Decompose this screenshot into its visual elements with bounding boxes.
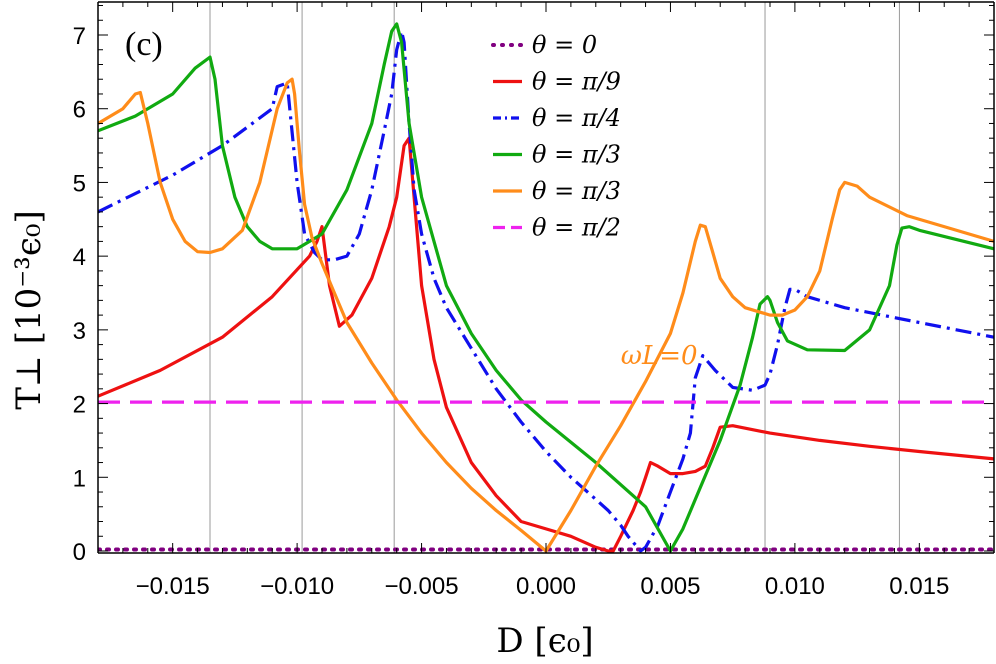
x-axis-title: D [ϵ₀] (496, 621, 593, 661)
series-line-4 (98, 77, 995, 553)
x-tick-label: 0.000 (516, 573, 576, 600)
x-tick-label: 0.015 (889, 573, 949, 600)
legend-label-2: θ = π/4 (532, 104, 621, 132)
legend-label-1: θ = π/9 (532, 68, 621, 96)
y-tick-label: 3 (73, 318, 86, 345)
x-tick-label: −0.010 (260, 573, 334, 600)
legend: θ = 0 θ = π/9 θ = π/4 θ = π/3 θ = π/3 θ = π/2 (491, 31, 621, 242)
y-tick-label: 2 (73, 392, 86, 419)
series-line-2 (98, 29, 995, 553)
y-tick-label: 6 (73, 97, 86, 124)
x-tick-label: 0.010 (765, 573, 825, 600)
legend-label-4: θ = π/3 (532, 177, 621, 205)
x-tick-label: −0.005 (385, 573, 459, 600)
x-tick-label: −0.015 (136, 573, 210, 600)
y-tick-label: 1 (73, 465, 86, 492)
y-tick-label: 4 (73, 244, 86, 271)
legend-label-0: θ = 0 (532, 31, 597, 59)
y-tick-label: 7 (73, 23, 86, 50)
x-tick-label: 0.005 (640, 573, 700, 600)
omega-annotation: ωL=0 (621, 341, 698, 371)
y-tick-label: 0 (73, 539, 86, 566)
y-axis-title: T⊥ [10⁻³ϵ₀] (9, 210, 49, 410)
series-layer (98, 22, 996, 553)
legend-label-3: θ = π/3 (532, 141, 621, 169)
grid-lines (209, 2, 900, 553)
legend-label-5: θ = π/2 (532, 214, 621, 242)
y-tick-label: 5 (73, 170, 86, 197)
axes (97, 1, 995, 554)
series-line-1 (98, 136, 995, 553)
tick-labels: −0.015 −0.010 −0.005 0.000 0.005 0.010 0.015 0 1… (73, 23, 950, 600)
series-line-3 (98, 22, 995, 553)
panel-label: (c) (125, 26, 163, 63)
